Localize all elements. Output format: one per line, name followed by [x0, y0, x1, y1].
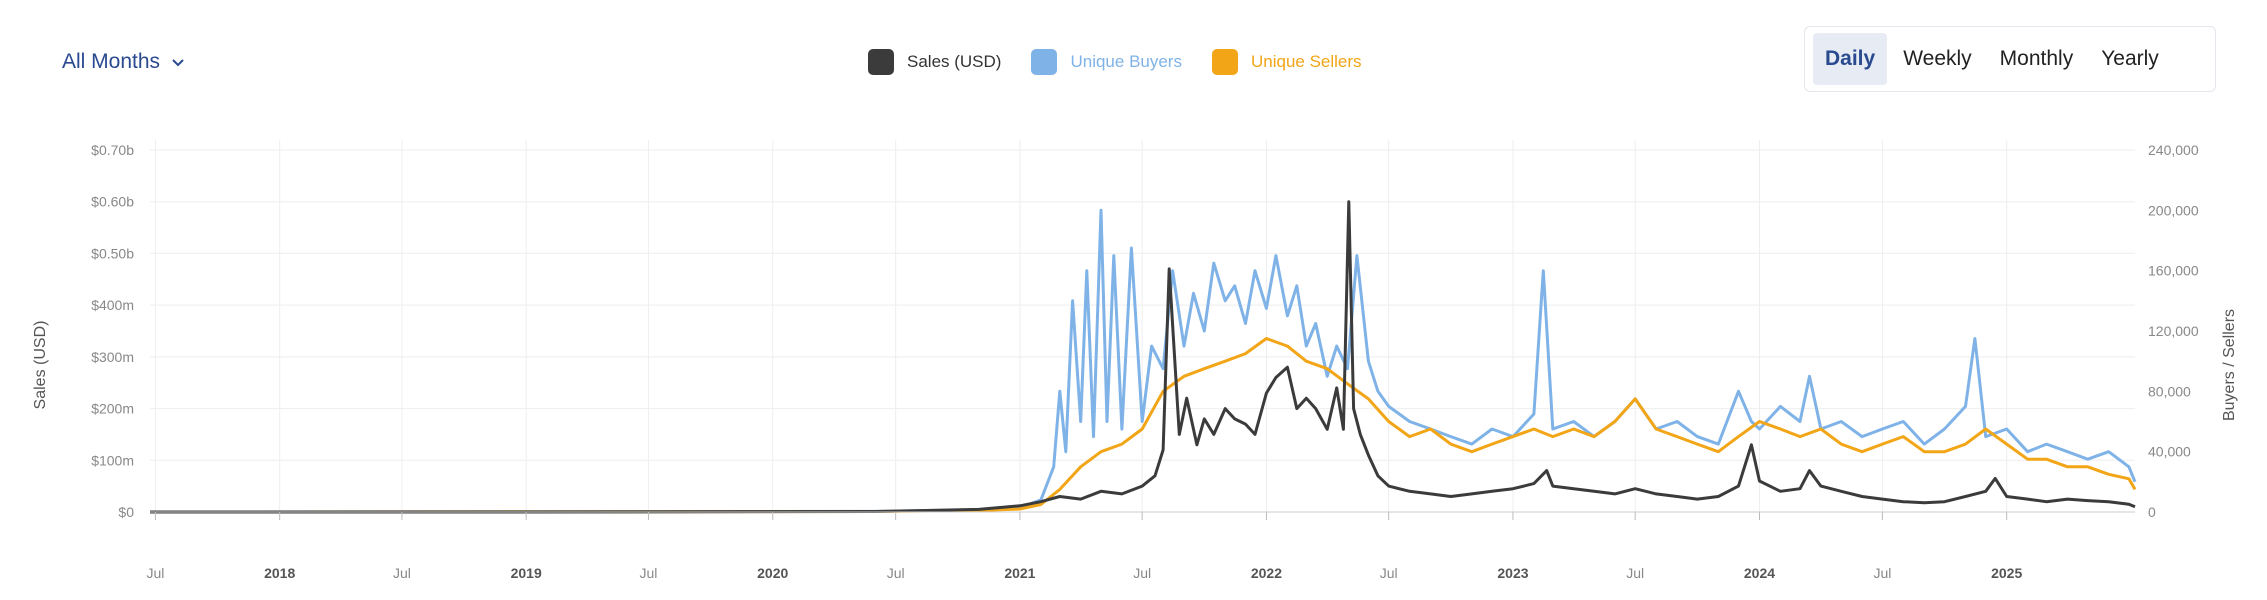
- y-tick-label-left: $0.50b: [91, 245, 134, 261]
- period-button-monthly[interactable]: Monthly: [1999, 47, 2074, 70]
- y-tick-label-right: 160,000: [2148, 263, 2199, 279]
- series-line-sellers: [149, 337, 2137, 514]
- series-line-sales: [150, 200, 2136, 514]
- chart-grid: [150, 140, 2135, 513]
- x-tick-label: 2025: [1991, 565, 2022, 581]
- y-tick-label-left: $0: [118, 504, 134, 520]
- chevron-down-icon: [172, 59, 184, 67]
- chart-legend: Sales (USD) Unique Buyers Unique Sellers: [868, 44, 1362, 80]
- x-tick-label: 2024: [1744, 565, 1775, 581]
- x-tick-label: 2018: [264, 565, 295, 581]
- x-tick-label: Jul: [393, 565, 411, 581]
- x-tick-label: Jul: [887, 565, 905, 581]
- x-tick-label: 2023: [1497, 565, 1528, 581]
- legend-label-sales: Sales (USD): [907, 52, 1002, 71]
- x-tick-label: 2021: [1004, 565, 1035, 581]
- x-tick-label: 2020: [757, 565, 788, 581]
- period-button-yearly[interactable]: Yearly: [2101, 47, 2159, 70]
- y-tick-label-left: $0.70b: [91, 142, 134, 158]
- legend-label-buyers: Unique Buyers: [1070, 52, 1182, 71]
- x-tick-label: 2019: [511, 565, 542, 581]
- y-tick-label-right: 240,000: [2148, 142, 2199, 158]
- y-tick-label-right: 0: [2148, 504, 2156, 520]
- x-tick-label: Jul: [639, 565, 657, 581]
- chart-axes: $0 $100m $200m $300m $400m $0.50b $0.60b $0.70b…: [91, 142, 2199, 581]
- x-tick-label: 2022: [1251, 565, 1282, 581]
- y-tick-label-right: 80,000: [2148, 383, 2191, 399]
- x-tick-label: Jul: [1873, 565, 1891, 581]
- y-tick-label-right: 200,000: [2148, 202, 2199, 218]
- legend-label-sellers: Unique Sellers: [1250, 52, 1362, 71]
- legend-swatch-sellers: [1211, 49, 1238, 75]
- x-tick-label: Jul: [1380, 565, 1398, 581]
- months-dropdown-label: All Months: [62, 50, 161, 73]
- y-tick-label-left: $400m: [91, 297, 134, 313]
- x-tick-label: Jul: [146, 565, 164, 581]
- legend-swatch-sales: [868, 49, 894, 75]
- x-tick-label: Jul: [1133, 565, 1151, 581]
- period-button-weekly[interactable]: Weekly: [1903, 47, 1972, 70]
- legend-item-buyers[interactable]: Unique Buyers: [1031, 49, 1182, 75]
- chart-series: [149, 200, 2137, 514]
- y-tick-label-right: 120,000: [2148, 323, 2199, 339]
- period-toggle-group: Daily Weekly Monthly Yearly: [1804, 26, 2216, 92]
- y-axis-label-left: Sales (USD): [32, 321, 49, 410]
- x-tick-label: Jul: [1626, 565, 1644, 581]
- legend-item-sellers[interactable]: Unique Sellers: [1211, 49, 1362, 75]
- y-tick-label-left: $200m: [91, 401, 134, 417]
- y-tick-label-left: $0.60b: [91, 194, 134, 210]
- y-tick-label-left: $300m: [91, 349, 134, 365]
- period-button-daily[interactable]: Daily: [1813, 33, 1888, 85]
- months-dropdown[interactable]: All Months: [62, 44, 186, 80]
- y-tick-label-right: 40,000: [2148, 444, 2191, 460]
- y-tick-label-left: $100m: [91, 452, 134, 468]
- y-axis-label-right: Buyers / Sellers: [2221, 309, 2238, 421]
- legend-item-sales[interactable]: Sales (USD): [868, 49, 1001, 75]
- series-line-buyers: [149, 208, 2137, 514]
- legend-swatch-buyers: [1031, 49, 1058, 75]
